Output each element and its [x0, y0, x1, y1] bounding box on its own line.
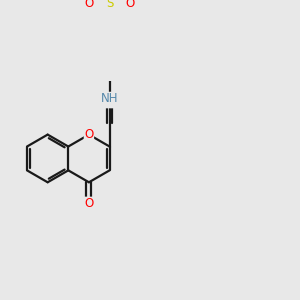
Text: NH: NH	[101, 92, 118, 105]
Text: O: O	[105, 95, 114, 108]
Text: O: O	[85, 0, 94, 10]
Text: O: O	[125, 0, 134, 10]
Text: O: O	[84, 128, 94, 141]
Text: S: S	[106, 0, 113, 10]
Text: O: O	[84, 197, 94, 210]
